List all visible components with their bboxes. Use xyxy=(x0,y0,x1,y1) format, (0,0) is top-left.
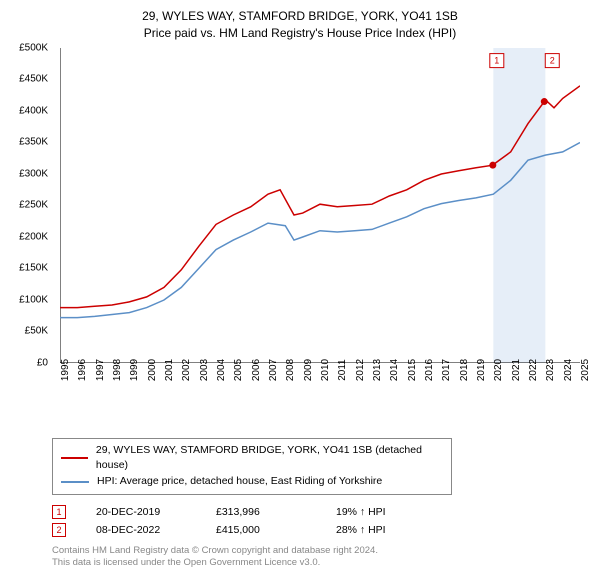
sale-date: 08-DEC-2022 xyxy=(96,524,186,536)
sale-price: £313,996 xyxy=(216,506,306,518)
x-axis-label: 2018 xyxy=(459,358,470,380)
x-axis-label: 2011 xyxy=(337,359,348,381)
legend-row: HPI: Average price, detached house, East… xyxy=(61,474,443,490)
x-axis-label: 2022 xyxy=(528,358,539,380)
legend-label: HPI: Average price, detached house, East… xyxy=(97,474,382,490)
x-axis-label: 2003 xyxy=(199,358,210,380)
x-axis-label: 2004 xyxy=(216,358,227,380)
x-axis-label: 1998 xyxy=(112,358,123,380)
x-axis-label: 2012 xyxy=(355,358,366,380)
x-axis-label: 2025 xyxy=(580,358,591,380)
x-axis-label: 1996 xyxy=(77,358,88,380)
x-axis-label: 1995 xyxy=(60,358,71,380)
y-axis-label: £350K xyxy=(19,137,48,148)
x-axis-label: 2024 xyxy=(563,358,574,380)
x-axis-label: 2000 xyxy=(147,358,158,380)
svg-text:1: 1 xyxy=(494,55,499,65)
y-axis-label: £100K xyxy=(19,294,48,305)
y-axis-label: £50K xyxy=(25,326,48,337)
x-axis-label: 2002 xyxy=(181,358,192,380)
title-line-2: Price paid vs. HM Land Registry's House … xyxy=(12,25,588,42)
sale-price: £415,000 xyxy=(216,524,306,536)
footer-line-1: Contains HM Land Registry data © Crown c… xyxy=(52,545,588,557)
legend-label: 29, WYLES WAY, STAMFORD BRIDGE, YORK, YO… xyxy=(96,443,443,475)
x-axis-label: 2023 xyxy=(545,358,556,380)
chart-svg: 12 xyxy=(60,48,580,363)
legend-swatch xyxy=(61,457,88,459)
x-axis-label: 2016 xyxy=(424,358,435,380)
sale-hpi-diff: 28% ↑ HPI xyxy=(336,524,426,536)
x-axis-label: 2005 xyxy=(233,358,244,380)
svg-text:2: 2 xyxy=(550,55,555,65)
sale-marker-icon: 1 xyxy=(52,505,66,519)
x-axis-label: 2007 xyxy=(268,358,279,380)
sales-table: 1 20-DEC-2019 £313,996 19% ↑ HPI 2 08-DEC-202… xyxy=(52,505,588,537)
x-axis-label: 2014 xyxy=(389,358,400,380)
y-axis-label: £500K xyxy=(19,42,48,53)
y-axis-label: £150K xyxy=(19,263,48,274)
chart-area: 12 £0£50K£100K£150K£200K£250K£300K£350K£… xyxy=(12,48,588,398)
x-axis-label: 2010 xyxy=(320,358,331,380)
x-axis-label: 2006 xyxy=(251,358,262,380)
sales-table-row: 2 08-DEC-2022 £415,000 28% ↑ HPI xyxy=(52,523,588,537)
legend-row: 29, WYLES WAY, STAMFORD BRIDGE, YORK, YO… xyxy=(61,443,443,475)
x-axis-label: 2001 xyxy=(164,358,175,380)
x-axis-label: 2013 xyxy=(372,358,383,380)
x-axis-label: 2020 xyxy=(493,358,504,380)
y-axis-label: £0 xyxy=(37,357,48,368)
sale-date: 20-DEC-2019 xyxy=(96,506,186,518)
sale-hpi-diff: 19% ↑ HPI xyxy=(336,506,426,518)
x-axis-label: 2017 xyxy=(441,358,452,380)
y-axis-label: £300K xyxy=(19,168,48,179)
legend-swatch xyxy=(61,481,89,483)
chart-container: 29, WYLES WAY, STAMFORD BRIDGE, YORK, YO… xyxy=(0,0,600,560)
footer-attribution: Contains HM Land Registry data © Crown c… xyxy=(52,545,588,570)
x-axis-label: 1999 xyxy=(129,358,140,380)
title-line-1: 29, WYLES WAY, STAMFORD BRIDGE, YORK, YO… xyxy=(12,8,588,25)
x-axis-label: 2009 xyxy=(303,358,314,380)
x-axis-label: 2019 xyxy=(476,358,487,380)
legend-box: 29, WYLES WAY, STAMFORD BRIDGE, YORK, YO… xyxy=(52,438,452,495)
sale-marker-icon: 2 xyxy=(52,523,66,537)
x-axis-label: 2021 xyxy=(511,358,522,380)
title-block: 29, WYLES WAY, STAMFORD BRIDGE, YORK, YO… xyxy=(12,8,588,42)
x-axis-label: 2015 xyxy=(407,358,418,380)
sales-table-row: 1 20-DEC-2019 £313,996 19% ↑ HPI xyxy=(52,505,588,519)
y-axis-label: £450K xyxy=(19,74,48,85)
y-axis-label: £200K xyxy=(19,231,48,242)
y-axis-label: £400K xyxy=(19,105,48,116)
x-axis-label: 1997 xyxy=(95,358,106,380)
footer-line-2: This data is licensed under the Open Gov… xyxy=(52,557,588,569)
y-axis-label: £250K xyxy=(19,200,48,211)
x-axis-label: 2008 xyxy=(285,358,296,380)
